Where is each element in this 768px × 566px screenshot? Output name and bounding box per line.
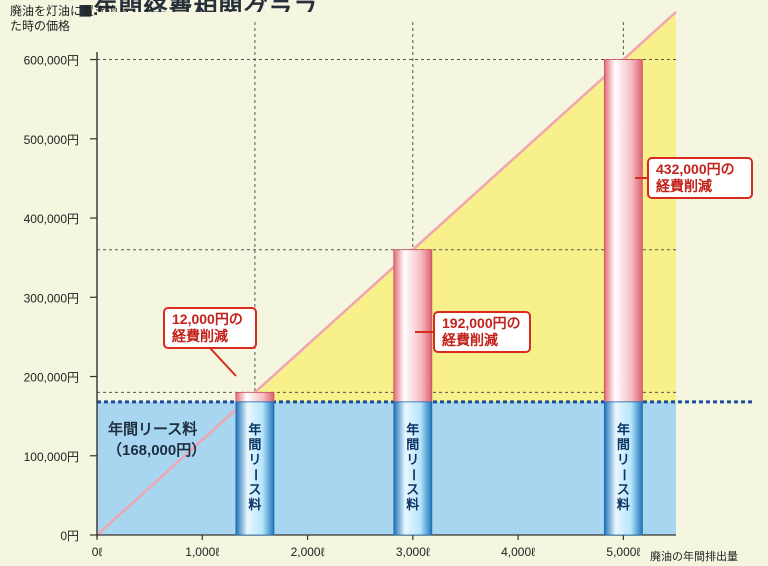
- savings-annotation-box: [163, 307, 257, 349]
- bar-vertical-label-char: ー: [616, 468, 631, 481]
- bar-vertical-label-char: 間: [248, 437, 261, 452]
- savings-annotation-box: [433, 311, 531, 353]
- y-tick-label: 200,000円: [24, 371, 79, 385]
- lease-area-value: （168,000円）: [107, 441, 206, 459]
- bar-lease-segment: [603, 401, 643, 536]
- bar-vertical-label-char: リ: [617, 452, 630, 467]
- bar-vertical-label-char: ス: [406, 482, 419, 497]
- bar-vertical-label-char: リ: [406, 452, 419, 467]
- kerosene-cost-line: [96, 11, 677, 536]
- bar-vertical-label-char: ー: [406, 468, 421, 481]
- bar-vertical-label-char: 料: [617, 497, 630, 512]
- x-tick-label: 5,000ℓ: [606, 545, 640, 559]
- x-tick-label: 1,000ℓ: [185, 545, 219, 559]
- bar-lease-segment: [393, 401, 433, 536]
- x-tick-label: 3,000ℓ: [396, 545, 430, 559]
- savings-annotation-text: 12,000円の: [172, 311, 243, 327]
- lease-cost-area: [97, 401, 676, 535]
- savings-annotation-text: 192,000円の: [442, 315, 521, 331]
- bar-vertical-label-char: 間: [617, 437, 630, 452]
- lease-area-label: 年間リース料: [108, 420, 197, 438]
- bar-vertical-label-char: ー: [248, 468, 263, 481]
- savings-annotation-text: 経費削減: [172, 328, 228, 344]
- bar-savings-segment: [393, 249, 433, 403]
- x-tick-label: 4,000ℓ: [501, 545, 535, 559]
- x-axis-label: 廃油の年間排出量: [650, 551, 738, 563]
- savings-annotation-text: 経費削減: [442, 332, 498, 348]
- y-tick-label: 0円: [60, 529, 79, 543]
- bar-vertical-label-char: リ: [248, 452, 261, 467]
- bar-vertical-label-char: 料: [406, 497, 419, 512]
- y-tick-label: 500,000円: [24, 133, 79, 147]
- bar-savings-segment: [603, 59, 643, 403]
- bar-vertical-label-char: ス: [617, 482, 630, 497]
- bar-vertical-label-char: 間: [406, 437, 419, 452]
- y-tick-label: 600,000円: [24, 54, 79, 68]
- savings-annotation-text: 432,000円の: [656, 161, 735, 177]
- bar-vertical-label-char: 料: [248, 497, 261, 512]
- bar-lease-segment: [235, 401, 275, 536]
- y-tick-label: 100,000円: [24, 450, 79, 464]
- x-tick-label: 2,000ℓ: [291, 545, 325, 559]
- bar-vertical-label-char: 年: [617, 422, 630, 437]
- bar-savings-segment: [235, 391, 275, 403]
- bar-vertical-label-char: ス: [248, 482, 261, 497]
- bar-vertical-label-char: 年: [248, 422, 261, 437]
- x-tick-label: 0ℓ: [92, 545, 103, 559]
- annotation-pointer: [209, 347, 237, 377]
- y-tick-label: 400,000円: [24, 212, 79, 226]
- savings-annotation-text: 経費削減: [656, 178, 712, 194]
- bar-vertical-label-char: 年: [406, 422, 419, 437]
- y-tick-label: 300,000円: [24, 291, 79, 305]
- savings-annotation-box: [647, 157, 753, 199]
